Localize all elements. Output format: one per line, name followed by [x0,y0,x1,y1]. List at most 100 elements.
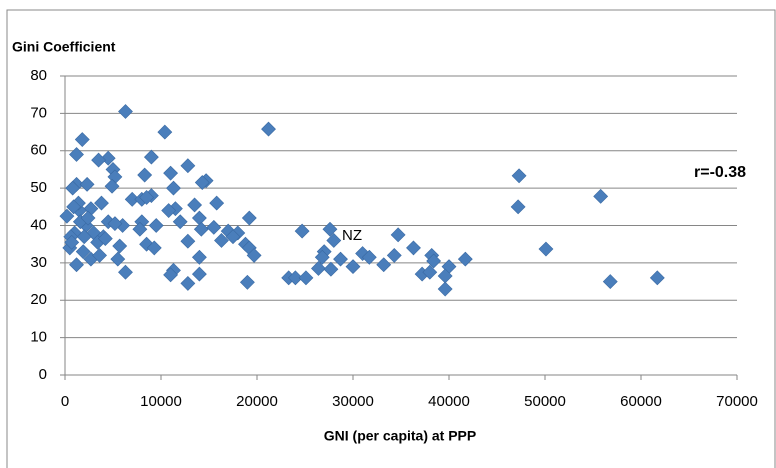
point [593,188,609,204]
point [314,249,330,265]
point [214,233,229,248]
point [112,238,128,254]
point [386,247,402,263]
x-tick-label: 40000 [428,393,470,410]
x-tick-label: 30000 [332,393,374,410]
y-tick-label: 40 [30,216,47,233]
point [649,270,665,286]
point [69,257,84,273]
point [206,219,222,235]
point [602,274,618,289]
point [107,216,123,232]
correlation-annotation: r=-0.38 [694,164,746,181]
y-axis-title: Gini Coefficient [12,39,116,55]
y-tick-label: 0 [39,366,47,383]
y-tick-label: 80 [30,67,47,84]
point [322,221,338,237]
x-tick-label: 20000 [236,393,278,410]
point [161,203,177,218]
point [172,214,188,230]
point [511,168,527,184]
point [75,244,91,260]
point [137,167,153,183]
y-tick-label: 50 [30,179,47,196]
point [361,249,377,265]
point [298,270,314,286]
point [345,259,361,275]
point [64,234,80,250]
point [79,176,95,192]
point [180,276,196,291]
point [118,264,133,280]
point [180,158,196,174]
point [139,236,155,252]
point [426,253,442,269]
point [225,229,241,245]
point-annotation: NZ [342,227,362,244]
point [323,261,339,277]
y-tick-label: 10 [30,329,47,346]
point [437,281,453,297]
point [148,218,164,233]
point [239,274,255,290]
point [163,267,179,283]
y-tick-label: 60 [30,142,47,159]
x-tick-label: 0 [61,393,69,410]
point [422,264,438,280]
x-tick-label: 60000 [620,393,662,410]
point [246,247,262,263]
point [163,165,179,181]
point [191,210,207,226]
chart-frame [6,9,776,468]
y-tick-label: 20 [30,291,47,308]
point [193,221,209,237]
point [241,210,257,226]
point [94,195,109,211]
point [66,199,82,215]
point [194,175,210,190]
x-tick-label: 70000 [716,393,758,410]
point [261,121,276,137]
point [110,251,126,267]
point [92,247,107,263]
point [69,147,84,162]
point [132,221,148,237]
point [538,241,554,257]
point [166,180,181,196]
point [100,150,116,166]
y-tick-label: 30 [30,254,47,271]
point [74,132,90,147]
point [191,249,207,265]
point [333,251,348,267]
x-tick-label: 10000 [140,393,182,410]
point [187,197,203,213]
point [376,257,392,273]
point [510,199,526,215]
point [118,104,133,119]
x-axis-title: GNI (per capita) at PPP [324,428,476,444]
point [139,190,155,205]
point [326,233,342,248]
point [143,149,159,165]
point [287,270,303,286]
point [91,152,107,168]
point [191,266,207,282]
point [390,227,406,243]
point [97,231,113,247]
point [80,210,96,226]
point [406,240,421,256]
point [157,124,173,140]
point [180,233,196,249]
y-tick-label: 70 [30,104,47,121]
point [209,195,225,211]
point [311,261,326,276]
point [65,180,81,196]
point [146,240,162,256]
point [104,178,120,194]
x-tick-label: 50000 [524,393,566,410]
point [59,208,75,224]
point [457,251,473,267]
point [76,229,92,245]
point [294,223,310,239]
